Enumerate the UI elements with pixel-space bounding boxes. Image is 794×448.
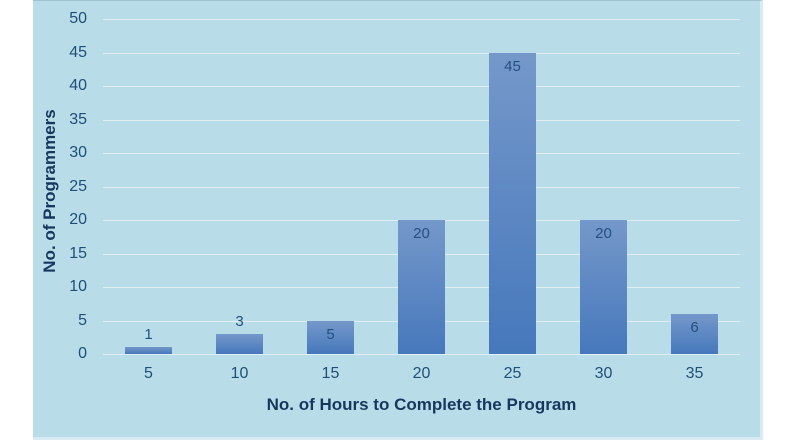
bar-value-label: 20 bbox=[413, 225, 430, 242]
y-tick-label: 45 bbox=[69, 43, 87, 61]
bar bbox=[125, 347, 172, 354]
y-axis-tick-labels: 0 5 10 15 20 25 30 35 40 45 50 bbox=[33, 10, 87, 362]
x-tick-label: 35 bbox=[685, 365, 704, 382]
x-axis-title: No. of Hours to Complete the Program bbox=[266, 395, 577, 414]
gridline bbox=[103, 186, 740, 188]
gridline bbox=[103, 19, 740, 20]
gridline bbox=[103, 153, 740, 154]
bar bbox=[580, 220, 627, 354]
y-tick-label: 50 bbox=[69, 10, 87, 27]
y-tick-label: 25 bbox=[69, 177, 87, 195]
gridline bbox=[103, 52, 740, 54]
y-tick-label: 40 bbox=[69, 77, 87, 94]
bar bbox=[307, 320, 354, 354]
y-tick-label: 35 bbox=[69, 110, 87, 128]
x-tick-label: 25 bbox=[503, 365, 522, 382]
y-tick-label: 10 bbox=[69, 278, 87, 295]
gridline bbox=[103, 354, 740, 355]
bar-value-label: 6 bbox=[690, 318, 699, 336]
y-tick-label: 15 bbox=[69, 244, 87, 262]
y-tick-label: 5 bbox=[78, 311, 87, 329]
gridline bbox=[103, 86, 740, 87]
bar bbox=[671, 313, 718, 354]
bar bbox=[216, 333, 263, 354]
x-tick-label: 10 bbox=[230, 365, 249, 382]
x-tick-label: 30 bbox=[594, 365, 613, 382]
x-tick-label: 5 bbox=[144, 365, 153, 382]
gridline bbox=[103, 119, 740, 121]
x-tick-label: 15 bbox=[321, 365, 340, 382]
bar-value-label: 20 bbox=[595, 225, 612, 242]
bar-value-label: 1 bbox=[144, 326, 153, 344]
bar-value-label: 5 bbox=[326, 325, 335, 343]
bar-value-label: 45 bbox=[504, 57, 521, 75]
x-tick-label: 20 bbox=[412, 365, 431, 382]
chart-area: 1 3 5 20 45 20 6 0 5 10 15 20 25 30 35 40 45 50 5 10 15 20 2… bbox=[33, 0, 763, 440]
bar bbox=[489, 52, 536, 354]
bar-value-label: 3 bbox=[235, 312, 244, 330]
y-tick-label: 0 bbox=[78, 345, 87, 362]
plot-area: 1 3 5 20 45 20 6 bbox=[103, 19, 740, 355]
bar bbox=[398, 220, 445, 354]
y-tick-label: 20 bbox=[69, 211, 87, 228]
x-axis-tick-labels: 5 10 15 20 25 30 35 bbox=[103, 363, 740, 385]
y-axis-title: No. of Programmers bbox=[40, 109, 59, 273]
y-tick-label: 30 bbox=[69, 144, 87, 161]
